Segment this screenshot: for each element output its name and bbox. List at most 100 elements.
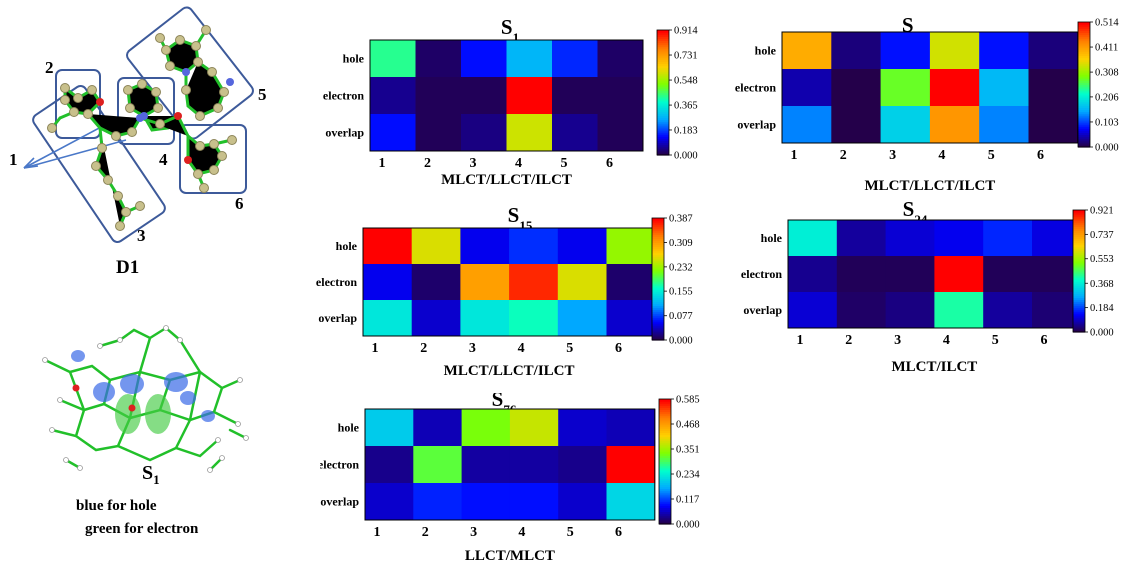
colorbar-segment: [1078, 115, 1090, 119]
colorbar-segment: [659, 505, 671, 508]
colorbar-segment: [659, 415, 671, 419]
colorbar-segment: [657, 40, 669, 44]
colorbar-segment: [1073, 246, 1085, 250]
colorbar-segment: [1073, 222, 1085, 225]
colorbar-segment: [659, 513, 671, 517]
heteroatoms: [96, 68, 234, 164]
colorbar-segment: [659, 484, 671, 488]
colorbar-segment: [652, 230, 664, 233]
heatmap-cell: [885, 220, 935, 257]
region-label-5: 5: [258, 85, 267, 104]
heatmap-title-subscript: 1: [513, 30, 520, 45]
column-label: 4: [943, 333, 950, 348]
colorbar-segment: [659, 482, 671, 486]
column-label: 4: [938, 148, 945, 163]
colorbar-tick-label: 0.585: [676, 395, 700, 406]
colorbar-segment: [652, 228, 664, 231]
colorbar-segment: [657, 136, 669, 139]
colorbar-segment: [657, 82, 669, 85]
colorbar-segment: [652, 319, 664, 323]
colorbar-segment: [659, 434, 671, 438]
colorbar-segment: [1078, 86, 1090, 90]
colorbar-segment: [652, 295, 664, 298]
colorbar-segment: [652, 301, 664, 304]
colorbar-segment: [657, 63, 669, 67]
colorbar-segment: [1073, 275, 1085, 278]
heatmap-cell: [365, 409, 414, 447]
heatmap-cell: [557, 228, 607, 265]
heatmap-cell: [1028, 69, 1079, 107]
x-axis-label: MLCT/LLCT/ILCT: [444, 363, 575, 379]
colorbar-segment: [657, 30, 669, 33]
colorbar-segment: [1078, 111, 1090, 115]
row-label: hole: [338, 421, 360, 435]
molecule-name: D1: [116, 257, 140, 278]
heatmap-cell: [558, 409, 607, 447]
heatmap-cell: [460, 264, 510, 301]
colorbar-segment: [1078, 80, 1090, 84]
heatmap-cell: [415, 114, 462, 152]
legend-hole-text: blue for hole: [76, 498, 157, 514]
colorbar-segment: [657, 48, 669, 52]
colorbar-segment: [1078, 76, 1090, 79]
colorbar-segment: [659, 488, 671, 492]
colorbar-segment: [657, 140, 669, 144]
colorbar-segment: [657, 55, 669, 58]
colorbar-segment: [1078, 22, 1090, 25]
colorbar-segment: [1078, 78, 1090, 81]
colorbar-segment: [657, 100, 669, 104]
colorbar-frame: [1077, 21, 1091, 148]
colorbar-segment: [657, 88, 669, 92]
heatmap-cell: [831, 69, 882, 107]
colorbar-segment: [652, 248, 664, 252]
colorbar-segment: [657, 96, 669, 100]
heatmap-cell: [461, 409, 511, 447]
colorbar-segment: [1078, 24, 1090, 27]
colorbar-segment: [659, 519, 671, 523]
colorbar-segment: [1073, 210, 1085, 213]
molecule-panel: 1 2 3 4 5 6 D1 S1 blue for hole green fo…: [0, 0, 300, 565]
s1-isosurface-figure: [42, 325, 249, 473]
colorbar-segment: [652, 266, 664, 270]
colorbar-segment: [1078, 84, 1090, 88]
column-label: 3: [894, 333, 901, 348]
colorbar-segment: [652, 309, 664, 313]
heatmap-cell: [782, 69, 832, 107]
colorbar-segment: [1078, 107, 1090, 111]
colorbar-tick-label: 0.000: [669, 336, 693, 347]
colorbar-tick-label: 0.514: [1095, 18, 1119, 29]
colorbar-frame: [656, 29, 670, 156]
colorbar-segment: [657, 90, 669, 94]
heatmap-cell: [1028, 32, 1079, 70]
colorbar-segment: [652, 335, 664, 339]
colorbar-segment: [659, 463, 671, 467]
column-label: 4: [518, 341, 525, 356]
colorbar-frame: [651, 217, 665, 341]
colorbar-segment: [652, 333, 664, 337]
heatmap-cell: [461, 114, 507, 152]
colorbar-segment: [1073, 242, 1085, 246]
colorbar-segment: [659, 474, 671, 477]
colorbar-segment: [652, 250, 664, 254]
colorbar-segment: [1078, 90, 1090, 94]
column-label: 1: [374, 525, 381, 540]
row-label: overlap: [737, 118, 776, 132]
heatmap-cell: [365, 483, 414, 521]
heatmap-cell: [552, 114, 598, 152]
colorbar-tick-label: 0.000: [674, 151, 698, 162]
heatmap-cell: [606, 483, 656, 521]
colorbar-segment: [652, 246, 664, 250]
heatmap-cell: [788, 292, 838, 329]
colorbar-segment: [659, 507, 671, 511]
colorbar-segment: [659, 401, 671, 404]
colorbar-segment: [1073, 309, 1085, 313]
column-label: 1: [791, 148, 798, 163]
colorbar-segment: [652, 268, 664, 272]
heatmap-cell: [370, 40, 416, 78]
row-label: hole: [761, 231, 783, 245]
colorbar-segment: [659, 461, 671, 465]
heatmap-cell: [597, 114, 644, 152]
column-label: 6: [615, 525, 622, 540]
colorbar-segment: [659, 467, 671, 471]
heatmap-frame: [364, 408, 656, 521]
